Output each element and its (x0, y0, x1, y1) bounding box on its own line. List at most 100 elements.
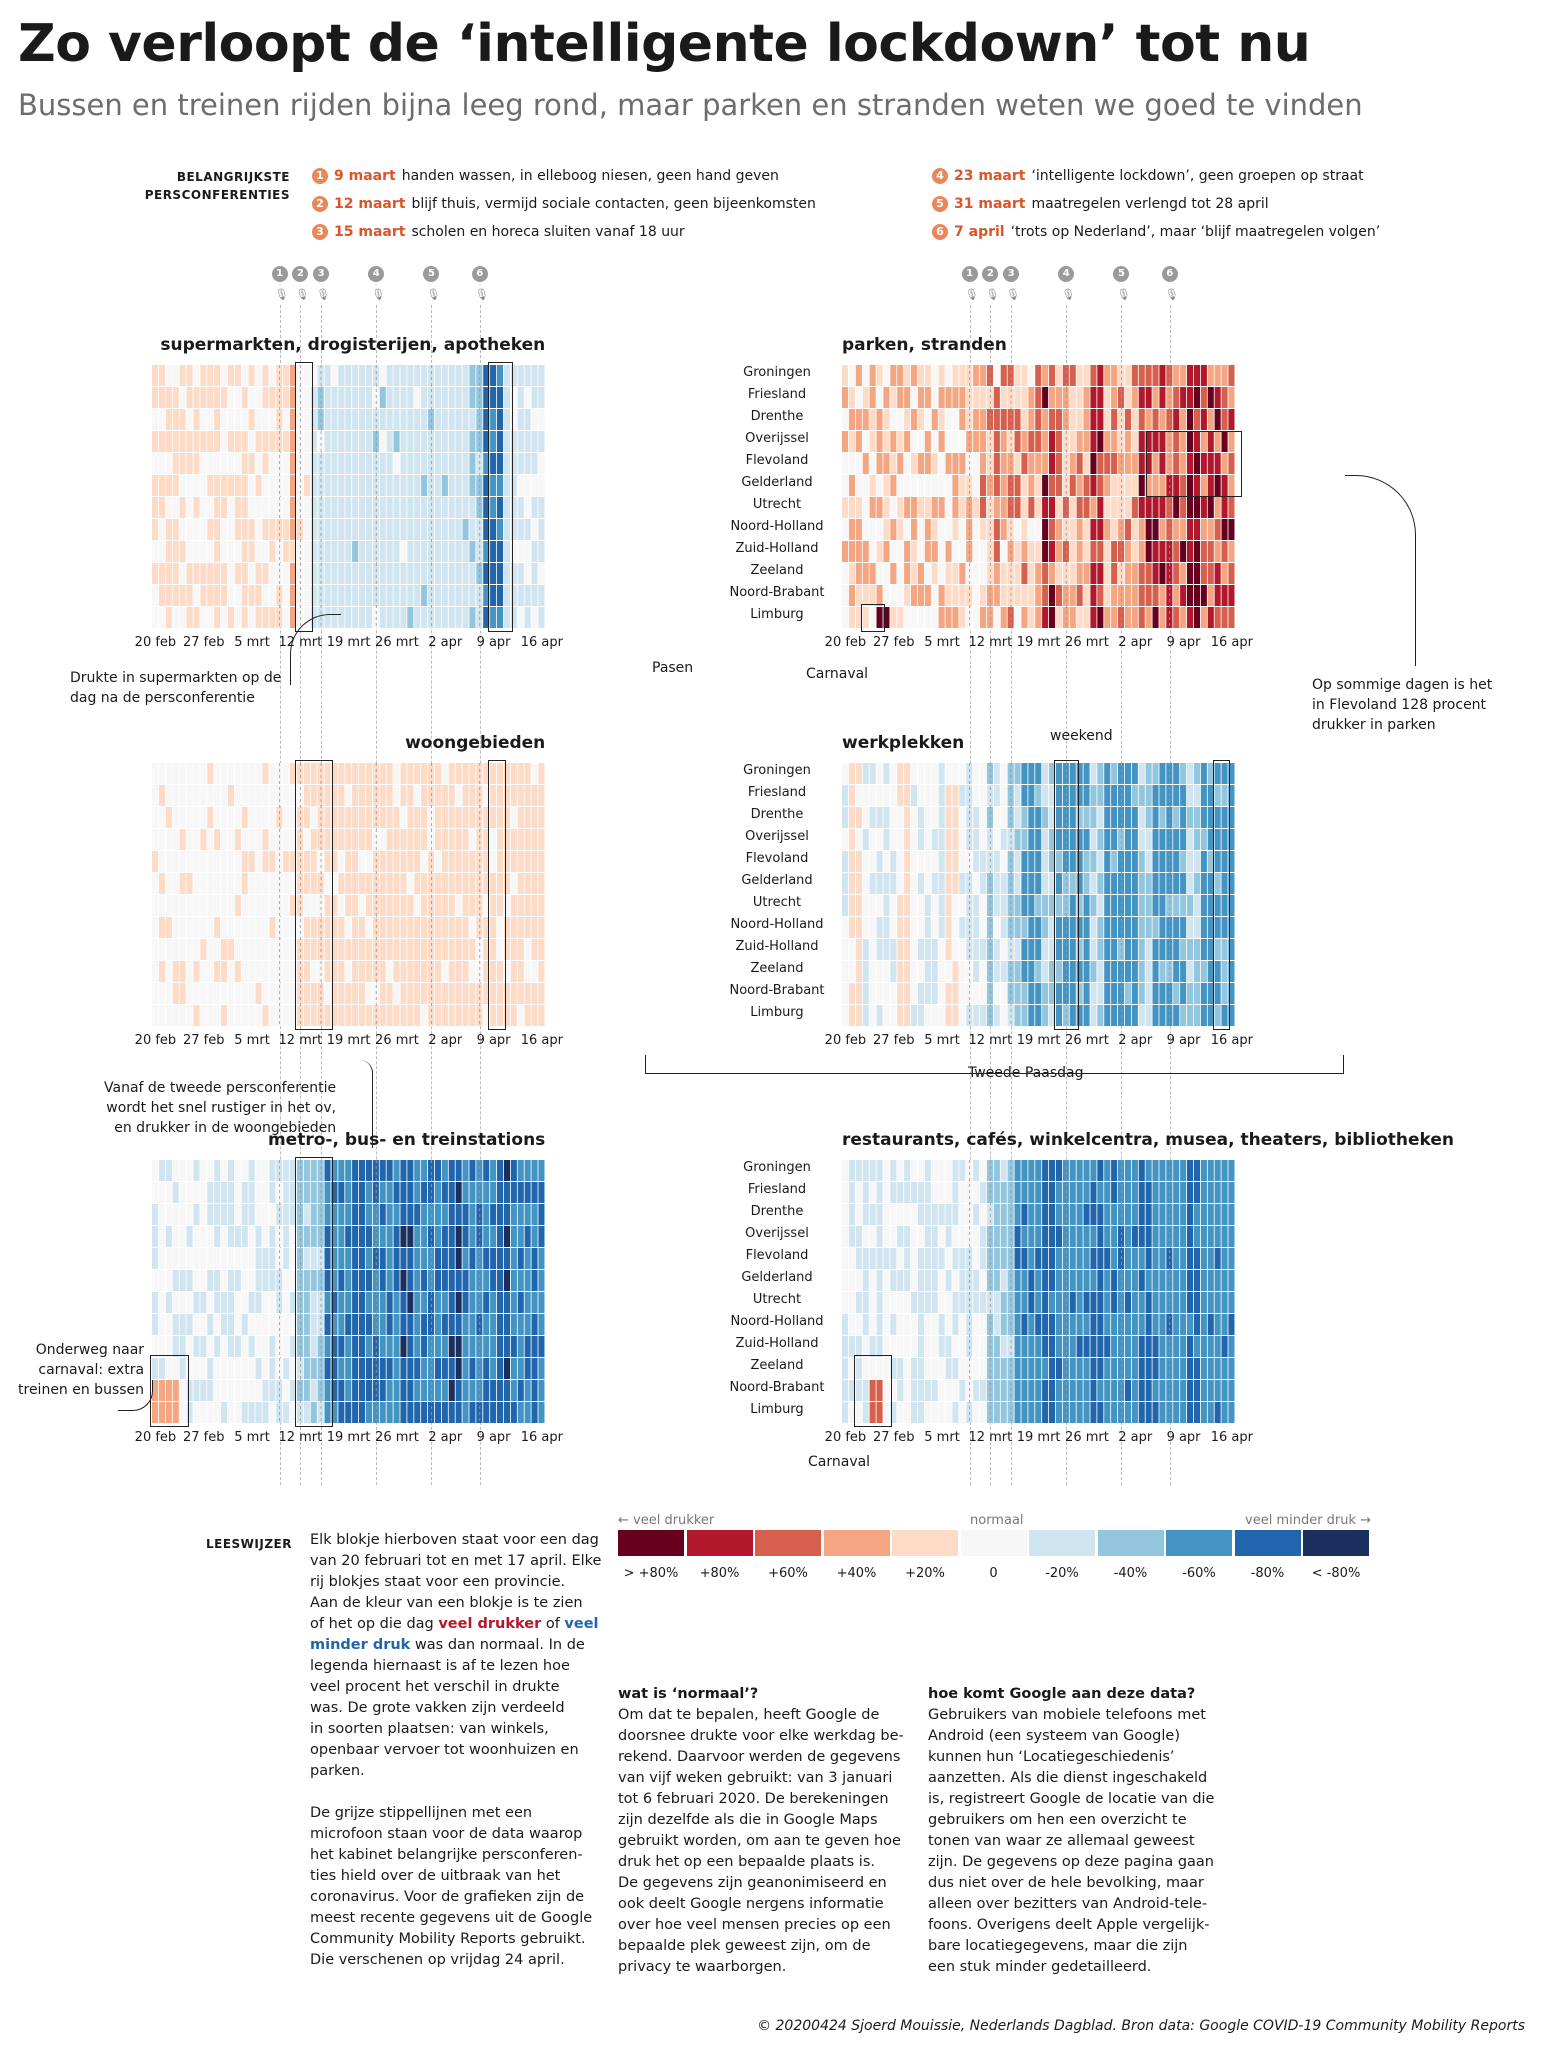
heatmap-cell (310, 961, 317, 982)
heatmap-cell (1193, 541, 1200, 562)
heatmap-cell (993, 807, 1000, 828)
heatmap-cell (1193, 585, 1200, 606)
heatmap-cell (1180, 785, 1187, 806)
heatmap-cell (428, 453, 435, 474)
heatmap-cell (911, 431, 918, 452)
heatmap-cell (283, 563, 290, 584)
heatmap-cell (1035, 475, 1042, 496)
heatmap-cell (917, 607, 924, 628)
annotation-text: Op sommige dagen is het in Flevoland 128 … (1312, 675, 1492, 735)
heatmap-cell (1055, 939, 1062, 960)
heatmap-cell (365, 829, 372, 850)
heatmap-cell (1014, 607, 1021, 628)
heatmap-cell (938, 1270, 945, 1291)
heatmap-cell (276, 365, 283, 386)
heatmap-cell (531, 1402, 538, 1423)
heatmap-cell (862, 541, 869, 562)
heatmap-cell (904, 961, 911, 982)
press-marker-badge: 6 (1161, 266, 1178, 282)
heatmap-cell (455, 431, 462, 452)
heatmap-cell (414, 1226, 421, 1247)
heatmap-cell (1007, 1314, 1014, 1335)
heatmap-cell (214, 497, 221, 518)
heatmap-cell (993, 409, 1000, 430)
heatmap-cell (1104, 1314, 1111, 1335)
heatmap-cell (924, 829, 931, 850)
heatmap-cell (938, 807, 945, 828)
heatmap-cell (531, 1182, 538, 1203)
heatmap-cell (1007, 917, 1014, 938)
heatmap-cell (200, 895, 207, 916)
heatmap-cell (497, 873, 504, 894)
heatmap-cell (386, 365, 393, 386)
heatmap-cell (421, 1204, 428, 1225)
heatmap-cell (476, 763, 483, 784)
heatmap-cell (200, 365, 207, 386)
heatmap-cell (862, 1314, 869, 1335)
heatmap-cell (1090, 1226, 1097, 1247)
heatmap-cell (331, 497, 338, 518)
heatmap-cell (414, 895, 421, 916)
legend-right-label: veel minder druk → (1245, 1513, 1372, 1528)
heatmap-cell (476, 983, 483, 1004)
heatmap-cell (1180, 961, 1187, 982)
heatmap-cell (945, 785, 952, 806)
heatmap-cell (986, 1160, 993, 1181)
heatmap-cell (338, 607, 345, 628)
heatmap-cell (386, 1204, 393, 1225)
heatmap-cell (1214, 387, 1221, 408)
heatmap-cell (869, 1292, 876, 1313)
heatmap-cell (1145, 1336, 1152, 1357)
heatmap-cell (283, 1226, 290, 1247)
heatmap-cell (400, 873, 407, 894)
heatmap-cell (1138, 1358, 1145, 1379)
heatmap-cell (158, 873, 165, 894)
heatmap-cell (1193, 961, 1200, 982)
heatmap-cell (890, 961, 897, 982)
heatmap-cell (310, 1204, 317, 1225)
leeswijzer-minder: veel (564, 1616, 599, 1632)
heatmap-cell (938, 1292, 945, 1313)
heatmap-cell (1124, 851, 1131, 872)
heatmap-cell (172, 409, 179, 430)
heatmap-cell (1111, 829, 1118, 850)
heatmap-cell (1028, 1380, 1035, 1401)
heatmap-cell (1187, 1380, 1194, 1401)
heatmap-cell (200, 1226, 207, 1247)
heatmap-cell (296, 519, 303, 540)
heatmap-cell (1159, 961, 1166, 982)
heatmap-cell (1111, 1358, 1118, 1379)
heatmap-cell (186, 519, 193, 540)
heatmap-cell (386, 607, 393, 628)
heatmap-cell (890, 895, 897, 916)
heatmap-cell (1014, 563, 1021, 584)
heatmap-cell (359, 1336, 366, 1357)
normaal-line: rekend. Daarvoor werden de gegevens (618, 1749, 901, 1765)
heatmap-cell (538, 585, 545, 606)
heatmap-cell (483, 387, 490, 408)
heatmap-cell (973, 1358, 980, 1379)
province-label: Flevoland (745, 453, 809, 468)
heatmap-cell (296, 1292, 303, 1313)
heatmap-cell (1173, 1182, 1180, 1203)
heatmap-cell (221, 1336, 228, 1357)
heatmap-cell (269, 519, 276, 540)
heatmap-cell (855, 409, 862, 430)
heatmap-cell (1166, 961, 1173, 982)
heatmap-cell (248, 983, 255, 1004)
heatmap-cell (1124, 961, 1131, 982)
heatmap-cell (1200, 453, 1207, 474)
heatmap-cell (1083, 1358, 1090, 1379)
heatmap-cell (462, 1182, 469, 1203)
heatmap-cell (1173, 939, 1180, 960)
heatmap-cell (379, 1204, 386, 1225)
heatmap-cell (393, 1160, 400, 1181)
heatmap-cell (476, 1314, 483, 1335)
heatmap-cell (165, 829, 172, 850)
heatmap-cell (393, 1248, 400, 1269)
heatmap-cell (1014, 807, 1021, 828)
heatmap-cell (400, 1226, 407, 1247)
heatmap-cell (869, 585, 876, 606)
heatmap-cell (255, 1005, 262, 1026)
heatmap-cell (407, 519, 414, 540)
